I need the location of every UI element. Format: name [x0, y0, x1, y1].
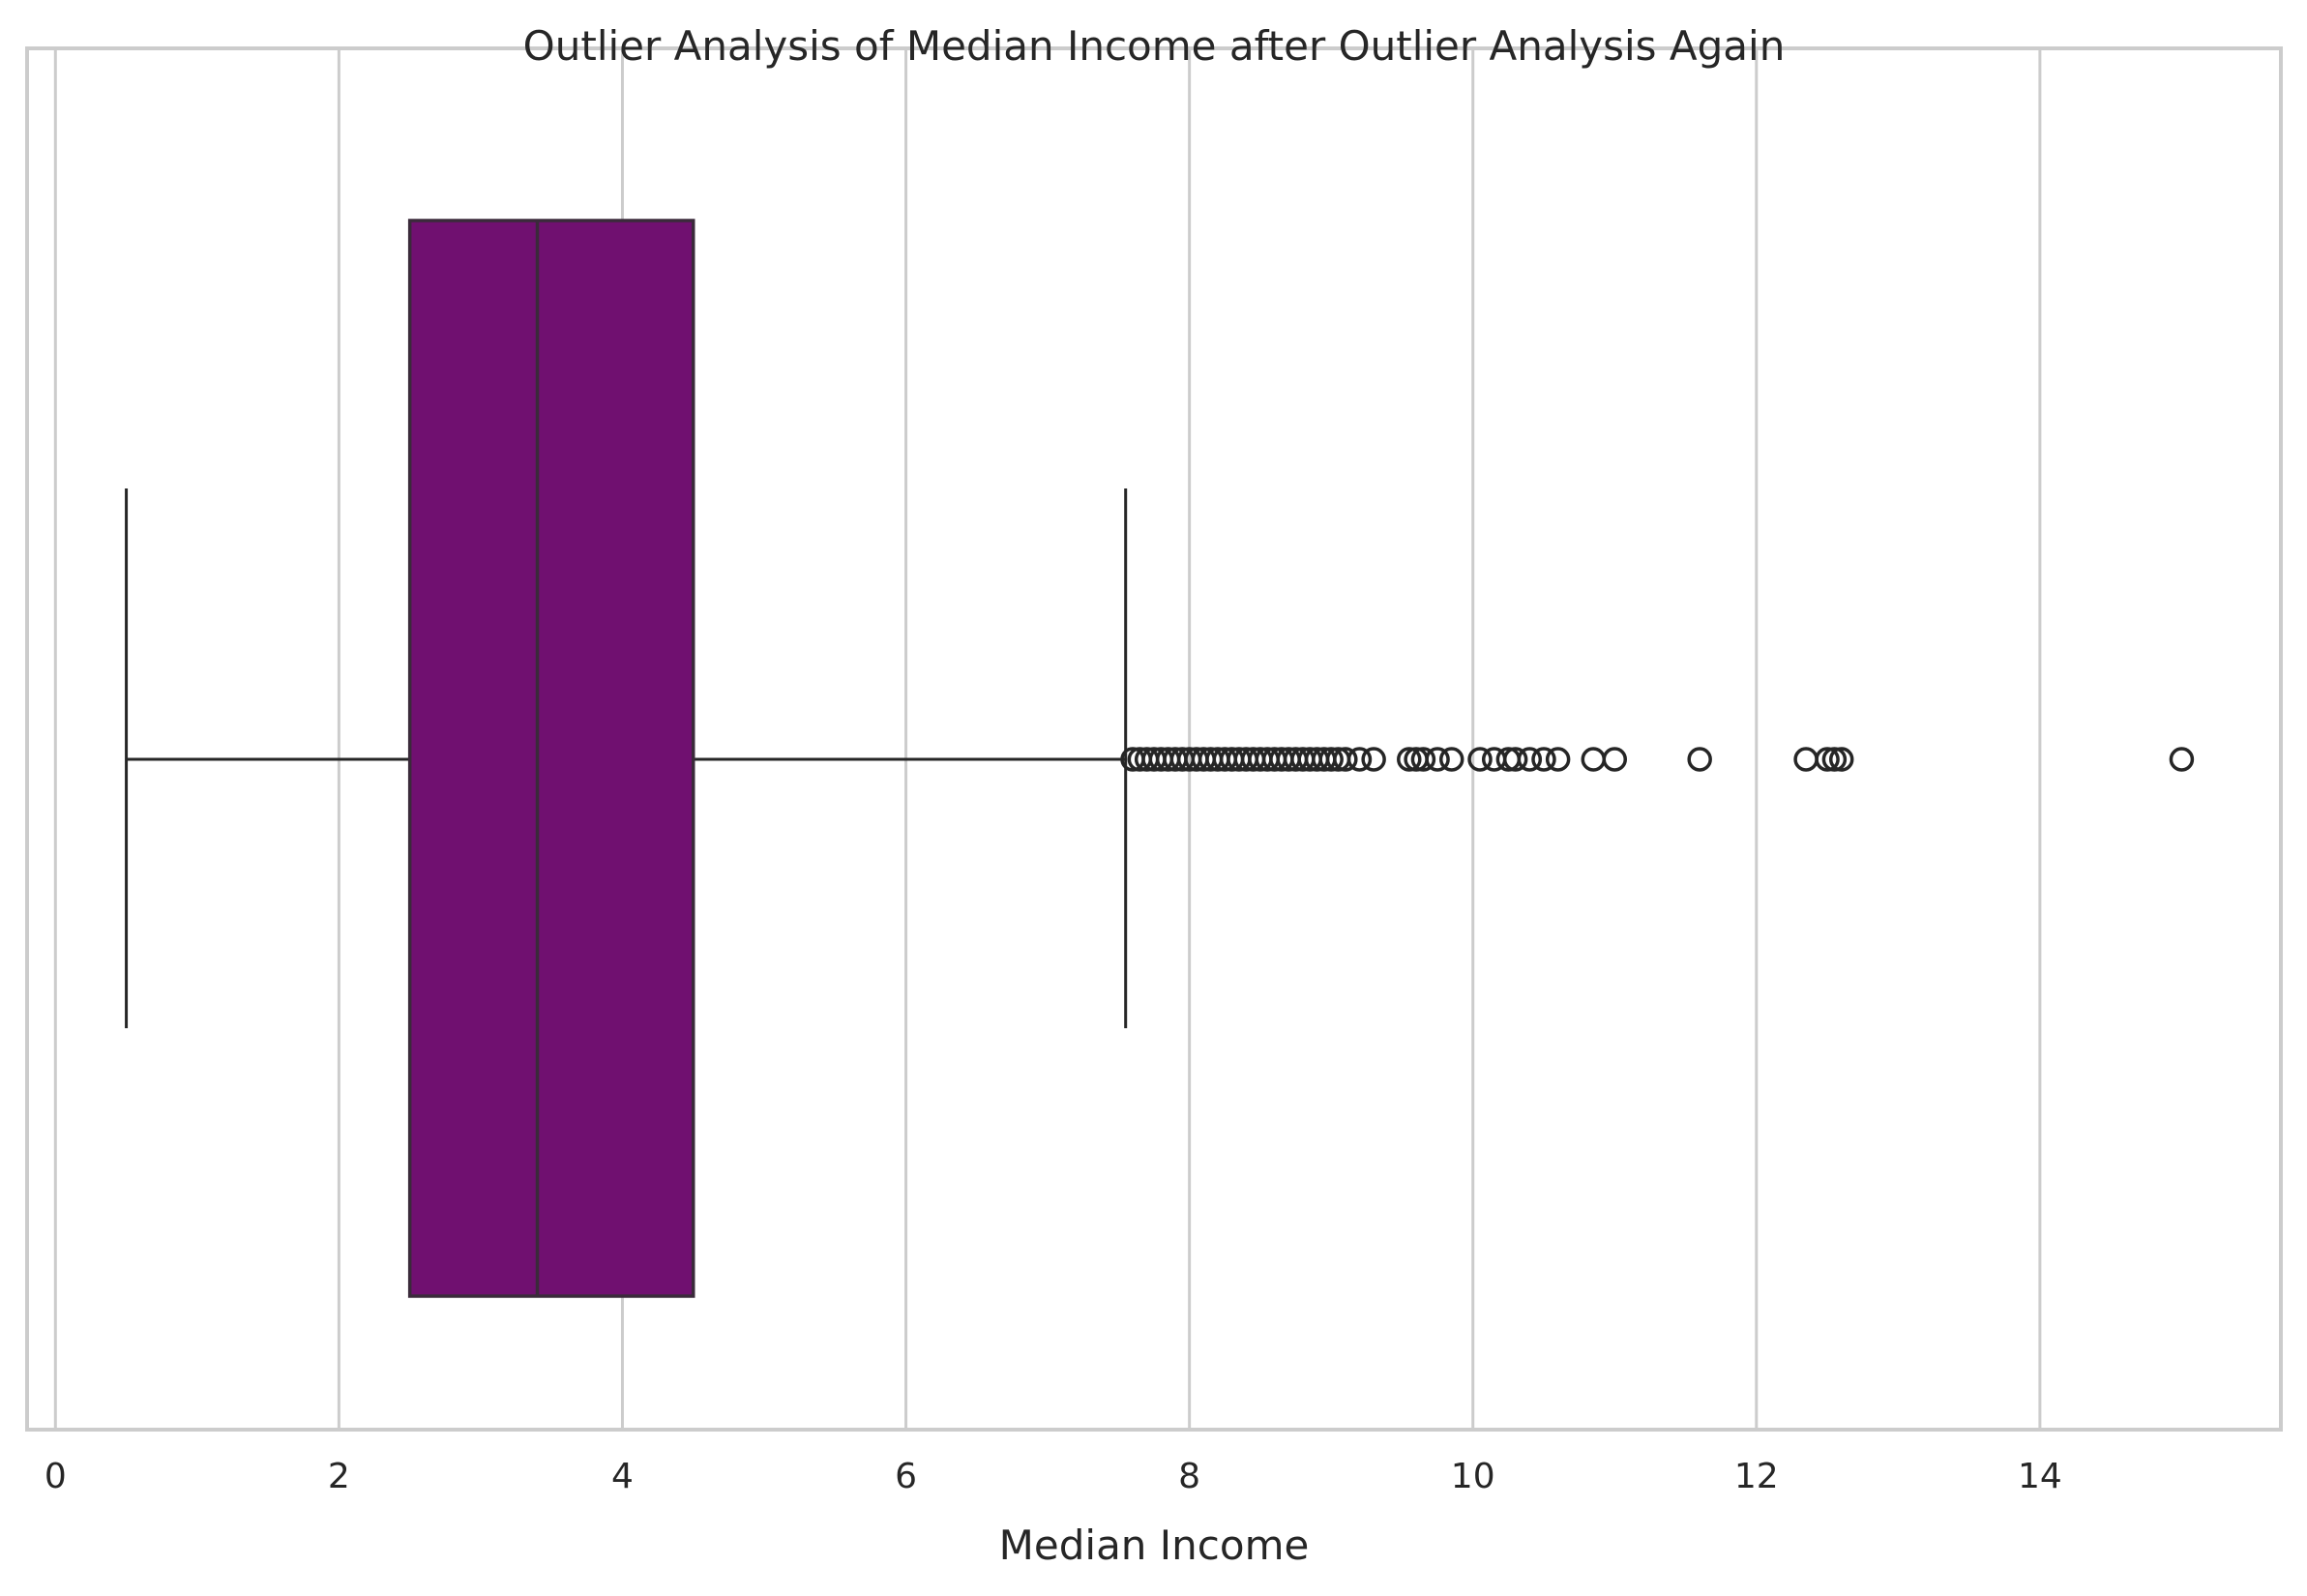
outlier-point [1828, 747, 1854, 772]
outlier-point [1502, 747, 1528, 772]
outlier-point [1333, 747, 1358, 772]
x-tick-label: 10 [1451, 1457, 1495, 1496]
outlier-point [1545, 747, 1571, 772]
outlier-point [1531, 747, 1556, 772]
outlier-point [1581, 747, 1607, 772]
x-tick-label: 2 [328, 1457, 350, 1496]
x-tick-label: 6 [895, 1457, 917, 1496]
tick-layer: 0 2 4 6 8 10 12 14 [44, 1457, 2062, 1496]
chart-title: Outlier Analysis of Median Income after … [523, 22, 1786, 70]
box-layer [125, 219, 1128, 1298]
outlier-layer [1120, 747, 2195, 772]
outlier-point [1815, 747, 1840, 772]
outlier-point [2169, 747, 2195, 772]
grid-layer [53, 48, 2042, 1430]
x-tick-label: 8 [1178, 1457, 1200, 1496]
outlier-point [1346, 747, 1373, 772]
outlier-point [1602, 747, 1628, 772]
outlier-point [1438, 747, 1464, 772]
outlier-point [1410, 747, 1436, 772]
x-tick-label: 0 [44, 1457, 67, 1496]
outlier-point [1361, 747, 1386, 772]
outlier-point [1687, 747, 1712, 772]
x-tick-label: 14 [2018, 1457, 2062, 1496]
outlier-point [1397, 747, 1422, 772]
x-tick-label: 4 [611, 1457, 634, 1496]
x-tick-label: 12 [1734, 1457, 1779, 1496]
outlier-point [1793, 747, 1819, 772]
interquartile-box [407, 219, 695, 1298]
plot-frame [25, 46, 2283, 1432]
outlier-point [1318, 747, 1344, 772]
x-axis-label: Median Income [999, 1522, 1310, 1569]
outlier-point [1517, 747, 1543, 772]
outlier-point [1467, 747, 1493, 772]
outlier-point [1425, 747, 1450, 772]
outlier-point [1821, 747, 1848, 772]
